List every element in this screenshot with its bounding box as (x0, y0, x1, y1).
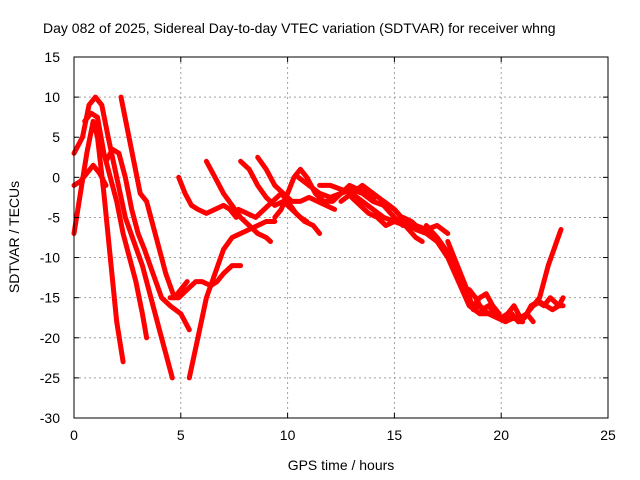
series-line-arc-25 (530, 227, 564, 309)
x-tick-label: 10 (280, 427, 296, 443)
x-tick-label: 20 (493, 427, 509, 443)
chart-title: Day 082 of 2025, Sidereal Day-to-day VTE… (43, 20, 556, 36)
y-tick-label: 5 (52, 129, 60, 145)
series-line-arc-7 (167, 263, 244, 301)
series-line-arc-16 (317, 182, 425, 244)
series-line-arc-3 (82, 110, 150, 341)
plot-frame (73, 56, 609, 419)
y-tick-label: 0 (52, 169, 60, 185)
x-axis-ticks: 0 5 10 15 20 25 (70, 57, 616, 443)
series-line-arc-9 (176, 174, 239, 220)
y-tick-label: -25 (40, 370, 60, 386)
series-line-arc-20 (423, 223, 502, 317)
y-axis-label: SDTVAR / TECUs (6, 181, 22, 293)
y-axis-ticks: -30 -25 -20 -15 -10 -5 0 5 10 15 (40, 49, 608, 426)
y-tick-label: 15 (44, 49, 60, 65)
series-line-arc-2 (71, 162, 109, 188)
y-tick-label: -20 (40, 330, 60, 346)
y-tick-label: -5 (48, 209, 61, 225)
x-axis-label: GPS time / hours (288, 457, 395, 473)
series-line-arc-13 (255, 154, 338, 212)
y-tick-label: 10 (44, 89, 60, 105)
series-line-arc-5 (103, 146, 192, 333)
series-line-arc-8 (186, 219, 278, 381)
x-tick-label: 5 (177, 427, 185, 443)
series-line-arc-24 (517, 299, 566, 325)
series-line-arc-1 (71, 118, 126, 365)
series-line-arc-12 (238, 158, 310, 224)
series-group (71, 94, 566, 381)
grid (74, 57, 608, 418)
x-tick-label: 25 (600, 427, 616, 443)
y-tick-label: -15 (40, 290, 60, 306)
y-tick-label: -30 (40, 410, 60, 426)
x-tick-label: 0 (70, 427, 78, 443)
series-line-arc-6 (118, 94, 190, 301)
series-line-arc-15 (295, 174, 406, 228)
series-line-arc-4 (71, 94, 175, 381)
y-tick-label: -10 (40, 250, 60, 266)
x-tick-label: 15 (387, 427, 403, 443)
series-line-arc-10 (203, 158, 273, 244)
